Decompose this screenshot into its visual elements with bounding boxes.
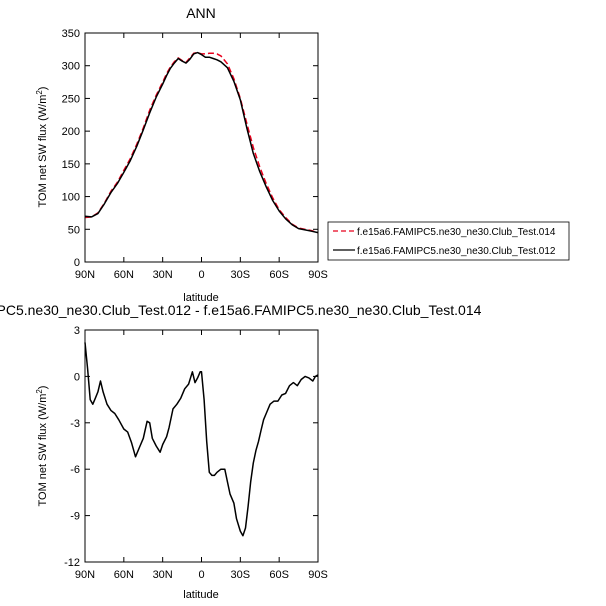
legend: f.e15a6.FAMIPC5.ne30_ne30.Club_Test.014 … — [327, 221, 570, 261]
top-ytick-label: 350 — [62, 28, 80, 40]
bottom-xtick-label: 30S — [231, 569, 251, 581]
top-chart-title: ANN — [186, 5, 216, 21]
top-ytick-label: 200 — [62, 126, 80, 138]
top-plot-frame — [84, 32, 319, 263]
top-xtick-label: 60S — [269, 269, 289, 281]
bottom-ytick-label: 0 — [74, 371, 80, 383]
top-ytick-label: 250 — [62, 93, 80, 105]
top-xtick-label: 0 — [198, 269, 204, 281]
top-y-axis-label: TOM net SW flux (W/m2) — [35, 87, 49, 208]
top-x-axis-label: latitude — [183, 292, 218, 304]
top-x-axis: 90N 60N 30N 0 30S 60S 90S — [75, 33, 328, 281]
bottom-x-axis: 90N 60N 30N 0 30S 60S 90S — [75, 330, 328, 581]
bottom-series-line-0 — [84, 342, 319, 537]
top-xtick-label: 60N — [114, 269, 134, 281]
bottom-xtick-label: 0 — [198, 569, 204, 581]
bottom-xtick-label: 30N — [153, 569, 173, 581]
bottom-ytick-label: -12 — [64, 557, 80, 569]
top-xtick-label: 90N — [75, 269, 95, 281]
top-y-axis: 0 50 100 150 200 250 300 350 — [62, 28, 318, 269]
bottom-y-axis: -12 -9 -6 -3 0 3 — [64, 325, 318, 569]
top-xtick-label: 90S — [308, 269, 328, 281]
bottom-xtick-label: 90S — [308, 569, 328, 581]
top-series-line-1 — [84, 51, 319, 234]
bottom-ytick-label: 3 — [74, 325, 80, 337]
bottom-chart-title: IPC5.ne30_ne30.Club_Test.012 - f.e15a6.F… — [0, 302, 482, 318]
top-ytick-label: 100 — [62, 192, 80, 204]
top-panel: ANN 0 50 100 150 200 250 300 350 90N 60N 30N 0 30S 6… — [35, 5, 570, 304]
bottom-xtick-label: 60N — [114, 569, 134, 581]
bottom-x-axis-label: latitude — [183, 589, 218, 601]
bottom-ytick-label: -9 — [70, 511, 80, 523]
bottom-ytick-label: -3 — [70, 418, 80, 430]
bottom-panel: IPC5.ne30_ne30.Club_Test.012 - f.e15a6.F… — [0, 302, 482, 601]
bottom-xtick-label: 60S — [269, 569, 289, 581]
top-xtick-label: 30S — [231, 269, 251, 281]
top-series-group — [84, 51, 319, 234]
bottom-plot-frame — [84, 329, 319, 563]
legend-box — [327, 221, 570, 261]
top-ytick-label: 300 — [62, 61, 80, 73]
top-series-line-0 — [84, 51, 319, 234]
top-ytick-label: 50 — [68, 224, 80, 236]
bottom-y-axis-label: TOM net SW flux (W/m2) — [35, 386, 49, 507]
top-xtick-label: 30N — [153, 269, 173, 281]
top-ytick-label: 150 — [62, 159, 80, 171]
bottom-xtick-label: 90N — [75, 569, 95, 581]
top-ytick-label: 0 — [74, 257, 80, 269]
legend-label-014: f.e15a6.FAMIPC5.ne30_ne30.Club_Test.014 — [357, 227, 556, 238]
legend-label-012: f.e15a6.FAMIPC5.ne30_ne30.Club_Test.012 — [357, 246, 556, 257]
bottom-ytick-label: -6 — [70, 464, 80, 476]
bottom-series-group — [84, 342, 319, 537]
